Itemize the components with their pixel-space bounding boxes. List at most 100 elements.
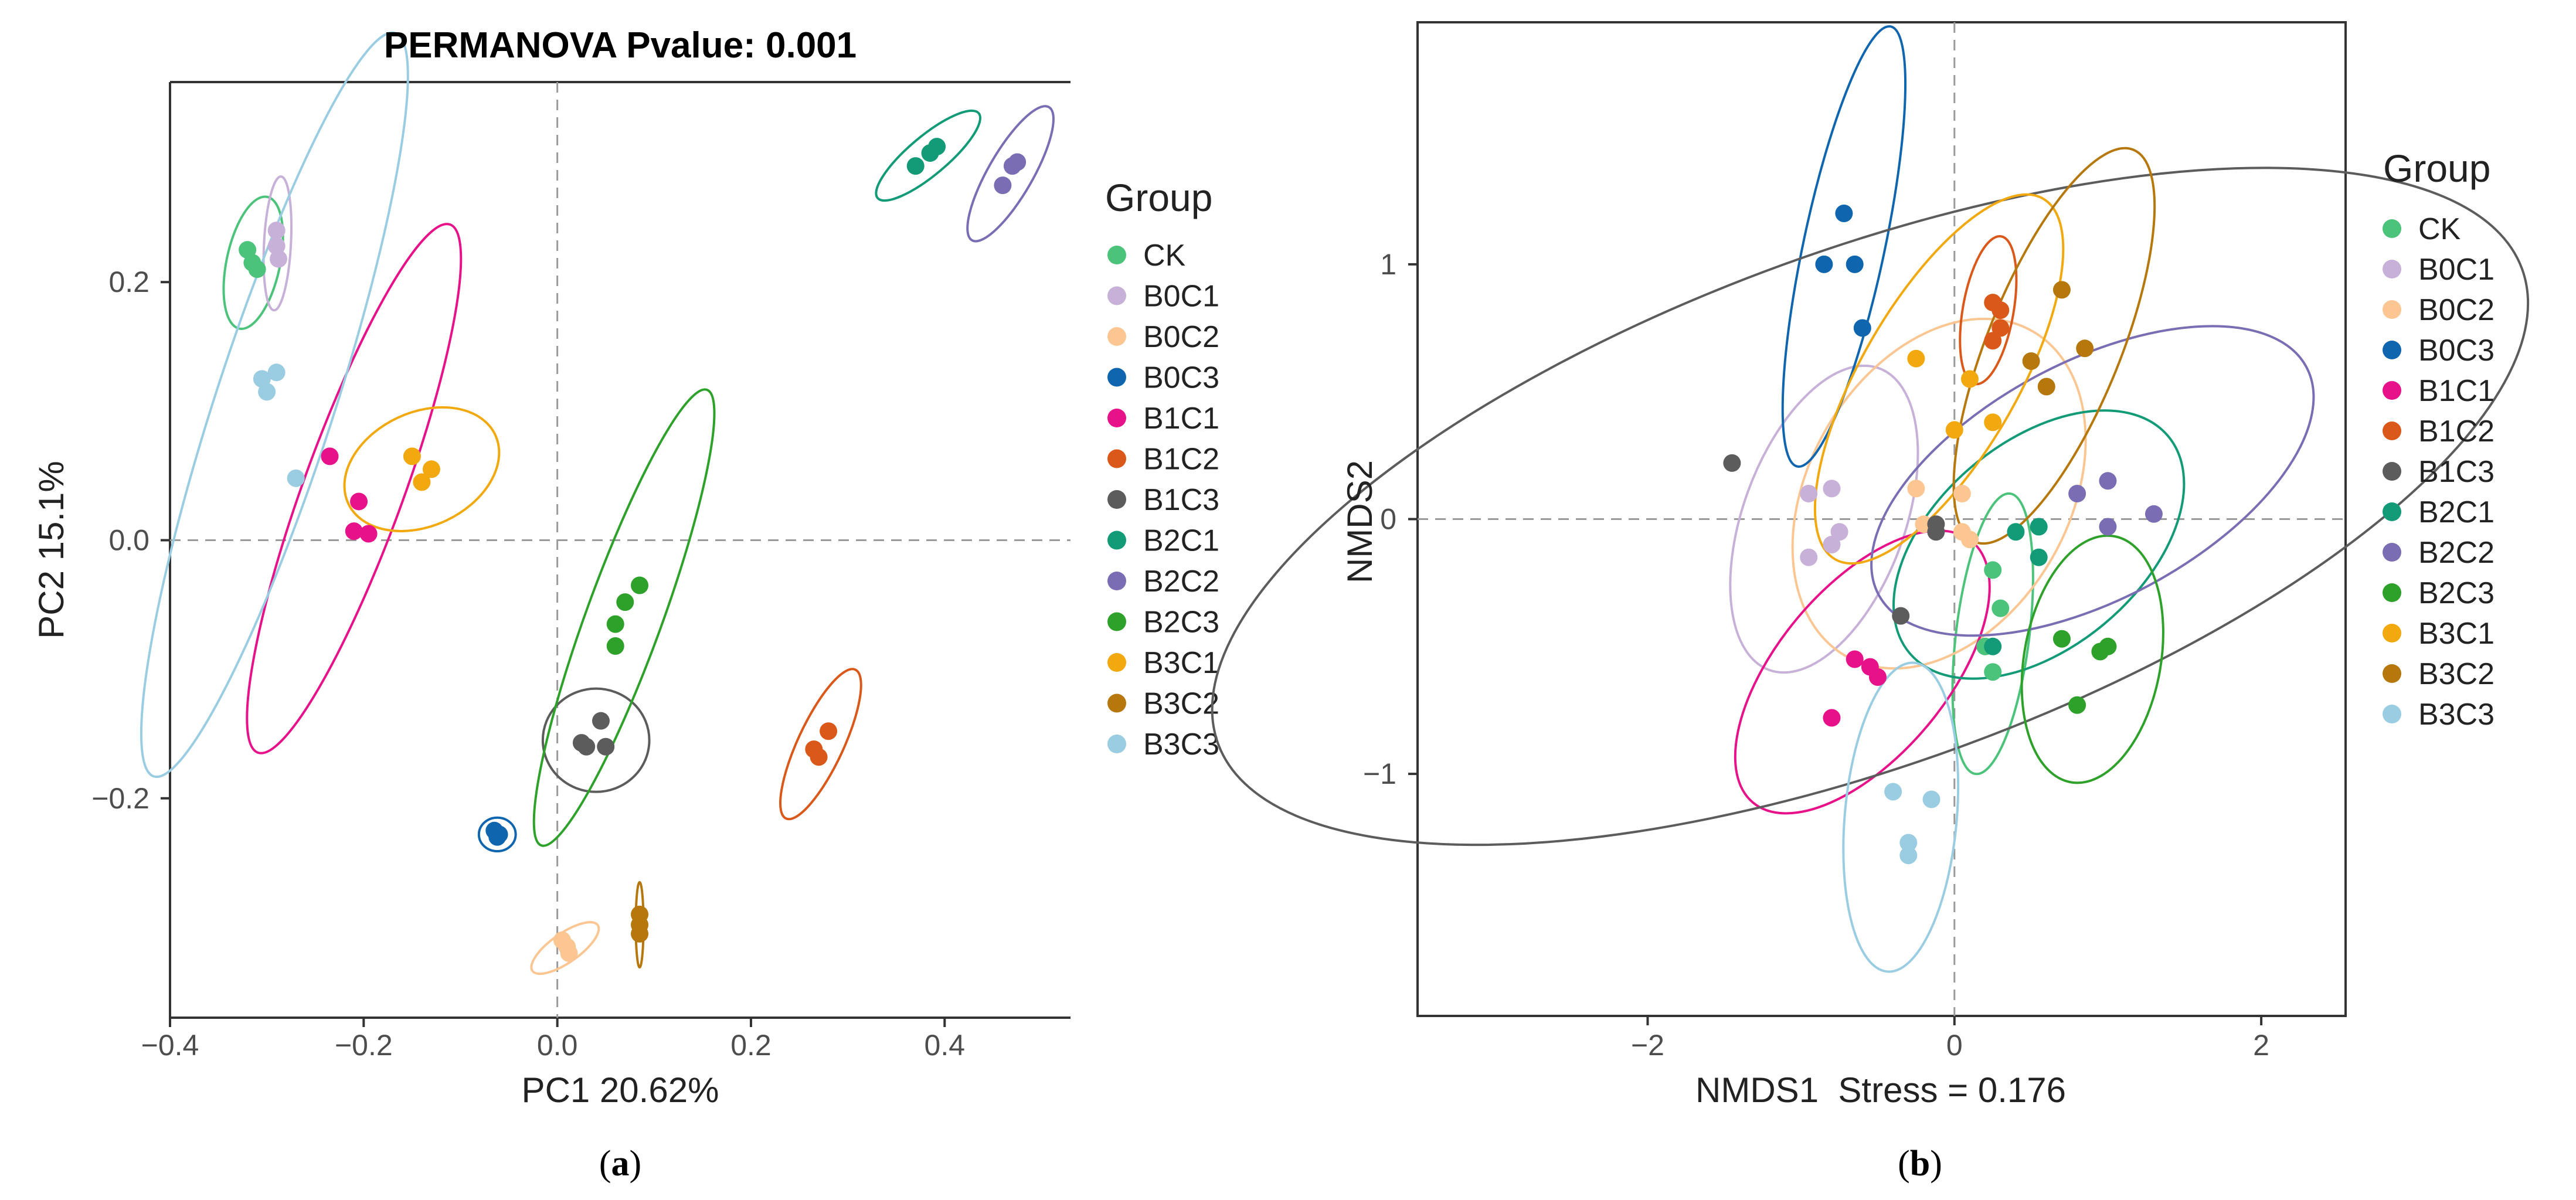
a-legend-label-b2c2: B2C2 [1143, 565, 1219, 599]
b-legend-key-b0c2 [2383, 300, 2401, 319]
b-point-b3c2 [2052, 281, 2071, 299]
a-ellipse-b2c1 [875, 109, 982, 202]
a-legend-label-b3c2: B3C2 [1143, 687, 1219, 721]
b-legend-label-b0c1: B0C1 [2418, 253, 2495, 287]
b-ellipse-b0c2 [1791, 317, 2087, 670]
b-point-b1c1 [1846, 650, 1864, 668]
a-point-b1c2 [810, 748, 828, 766]
b-point-b3c3 [1922, 790, 1941, 808]
b-point-b2c3 [2099, 637, 2117, 655]
a-ellipse-b3c3 [140, 31, 409, 779]
a-legend-key-b0c2 [1107, 327, 1126, 346]
a-ellipse-b3c1 [343, 406, 501, 532]
panel-a-title: PERMANOVA Pvalue: 0.001 [384, 25, 857, 66]
b-point-b2c3 [2068, 696, 2086, 714]
a-point-b1c1 [345, 522, 363, 540]
a-legend-label-b3c1: B3C1 [1143, 646, 1219, 680]
b-point-b2c2 [2145, 505, 2163, 523]
b-point-b0c2 [1907, 480, 1925, 498]
a-legend-key-b2c3 [1107, 612, 1126, 631]
b-point-b0c3 [1815, 255, 1833, 273]
a-legend-key-b3c3 [1107, 735, 1126, 753]
b-x-tick-label: 0 [1946, 1029, 1963, 1062]
a-legend-key-b3c2 [1107, 694, 1126, 713]
b-ellipse-b1c3 [1211, 166, 2530, 847]
a-legend-key-ck [1107, 246, 1126, 264]
b-point-b3c3 [1899, 834, 1918, 852]
a-point-b3c3 [267, 363, 286, 382]
b-point-b2c3 [2052, 630, 2071, 648]
b-point-ck [1984, 561, 2002, 579]
a-point-b3c2 [631, 924, 649, 943]
a-legend-key-b1c1 [1107, 409, 1126, 427]
a-ellipse-b1c1 [246, 223, 463, 754]
b-point-b3c1 [1984, 413, 2002, 431]
a-legend-key-b1c2 [1107, 449, 1126, 468]
b-point-b1c3 [1892, 607, 1910, 625]
b-point-b0c3 [1846, 255, 1864, 273]
panel-b-points [1723, 204, 2163, 865]
panel-b-legend: Group CK B0C1 B0C2 B0C3 B1C1 B1C2 B1C3 B2C1 B2C2… [2383, 147, 2495, 732]
a-point-ck [248, 260, 266, 278]
a-legend-label-b0c2: B0C2 [1143, 320, 1219, 354]
b-legend-label-b0c2: B0C2 [2418, 293, 2495, 327]
b-ellipse-b3c3 [1842, 661, 1960, 973]
a-x-tick-label: 0.0 [537, 1029, 578, 1062]
a-legend-label-b1c1: B1C1 [1143, 402, 1219, 436]
a-legend-label-b2c1: B2C1 [1143, 524, 1219, 558]
a-legend-label-ck: CK [1143, 239, 1186, 273]
b-point-b3c1 [1945, 421, 1963, 439]
b-y-tick-label: −1 [1363, 757, 1396, 790]
a-x-tick-label: 0.4 [925, 1029, 966, 1062]
a-ellipse-b1c3 [541, 687, 651, 793]
a-point-b2c2 [994, 176, 1012, 195]
b-point-b2c1 [2030, 548, 2048, 566]
a-legend-label-b0c1: B0C1 [1143, 280, 1219, 314]
b-ellipse-ck [1951, 492, 2034, 776]
a-point-b2c1 [906, 157, 925, 175]
panel-b-nmds-plot: −2 0 2 −1 0 1 NMDS1 Stress = 0.176 NMDS2 Gro… [1211, 21, 2530, 1184]
b-point-b2c2 [2068, 485, 2086, 503]
a-point-b0c1 [269, 250, 287, 268]
panel-b-y-ticks: −1 0 1 [1363, 248, 1418, 790]
a-point-b1c2 [820, 722, 838, 740]
b-y-tick-label: 1 [1380, 248, 1396, 281]
a-legend-label-b2c3: B2C3 [1143, 606, 1219, 640]
b-ellipse-b2c3 [2020, 534, 2164, 784]
a-legend-key-b0c3 [1107, 368, 1126, 387]
b-legend-key-b3c2 [2383, 664, 2401, 683]
b-ellipse-b0c1 [1729, 364, 1919, 674]
a-point-b2c2 [1008, 153, 1027, 171]
b-point-b3c2 [2076, 339, 2094, 358]
a-point-b3c1 [403, 447, 421, 465]
panel-a-ellipses [140, 31, 1055, 975]
b-point-b0c1 [1823, 480, 1841, 498]
b-point-b0c1 [1823, 535, 1841, 553]
b-legend-key-b2c1 [2383, 502, 2401, 521]
b-ellipse-b0c3 [1781, 25, 1907, 468]
a-legend-key-b0c1 [1107, 286, 1126, 305]
a-point-b0c1 [267, 222, 286, 240]
a-point-b0c2 [560, 944, 578, 962]
b-legend-key-b1c3 [2383, 462, 2401, 481]
b-point-b2c2 [2099, 518, 2117, 536]
a-point-b3c1 [413, 473, 431, 491]
a-point-b0c1 [267, 237, 286, 255]
b-point-b3c3 [1884, 783, 1902, 801]
b-legend-label-b0c3: B0C3 [2418, 334, 2495, 368]
b-legend-key-b1c2 [2383, 421, 2401, 440]
a-point-b3c3 [287, 469, 305, 487]
b-point-b1c1 [1868, 668, 1887, 686]
panel-b-y-axis-label: NMDS2 [1340, 460, 1379, 583]
a-point-b0c3 [488, 828, 507, 846]
b-legend-label-b3c1: B3C1 [2418, 617, 2495, 651]
panel-b-legend-title: Group [2383, 147, 2490, 190]
b-legend-key-b0c1 [2383, 260, 2401, 278]
a-point-b1c1 [321, 447, 339, 465]
b-point-b1c3 [1723, 454, 1741, 472]
b-point-b0c3 [1853, 319, 1871, 337]
b-legend-label-b1c2: B1C2 [2418, 414, 2495, 448]
panel-a-y-ticks: −0.2 0.0 0.2 [91, 266, 170, 815]
a-legend-label-b1c2: B1C2 [1143, 443, 1219, 477]
